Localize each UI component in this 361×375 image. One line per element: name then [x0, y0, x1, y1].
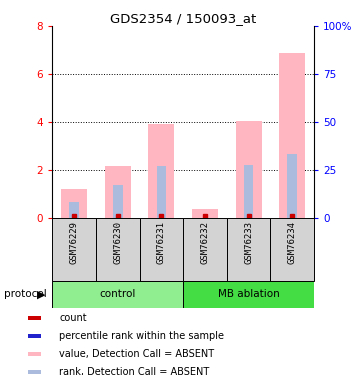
Bar [28, 334, 41, 338]
Bar [270, 217, 314, 281]
Bar [52, 281, 183, 308]
Text: value, Detection Call = ABSENT: value, Detection Call = ABSENT [60, 349, 215, 358]
Bar [287, 154, 297, 218]
Bar [157, 166, 166, 218]
Text: GSM76233: GSM76233 [244, 220, 253, 264]
Bar [113, 185, 123, 218]
Bar [183, 281, 314, 308]
Bar [69, 202, 79, 217]
Text: GSM76230: GSM76230 [113, 220, 122, 264]
Bar [244, 165, 253, 218]
Bar [140, 217, 183, 281]
Bar [236, 121, 262, 218]
Bar [183, 217, 227, 281]
Text: rank, Detection Call = ABSENT: rank, Detection Call = ABSENT [60, 367, 210, 375]
Bar [148, 124, 174, 218]
Bar [52, 217, 96, 281]
Text: ▶: ▶ [37, 290, 46, 299]
Bar [227, 217, 270, 281]
Text: control: control [100, 290, 136, 299]
Bar [28, 316, 41, 320]
Title: GDS2354 / 150093_at: GDS2354 / 150093_at [110, 12, 256, 25]
Text: count: count [60, 313, 87, 322]
Bar [61, 189, 87, 217]
Bar [28, 352, 41, 356]
Text: percentile rank within the sample: percentile rank within the sample [60, 331, 225, 340]
Text: protocol: protocol [4, 290, 46, 299]
Bar [192, 209, 218, 218]
Bar [96, 217, 140, 281]
Text: GSM76231: GSM76231 [157, 220, 166, 264]
Bar [105, 166, 131, 218]
Text: GSM76229: GSM76229 [70, 220, 79, 264]
Text: GSM76232: GSM76232 [200, 220, 209, 264]
Text: MB ablation: MB ablation [218, 290, 279, 299]
Text: GSM76234: GSM76234 [288, 220, 297, 264]
Bar [28, 370, 41, 374]
Bar [279, 53, 305, 217]
